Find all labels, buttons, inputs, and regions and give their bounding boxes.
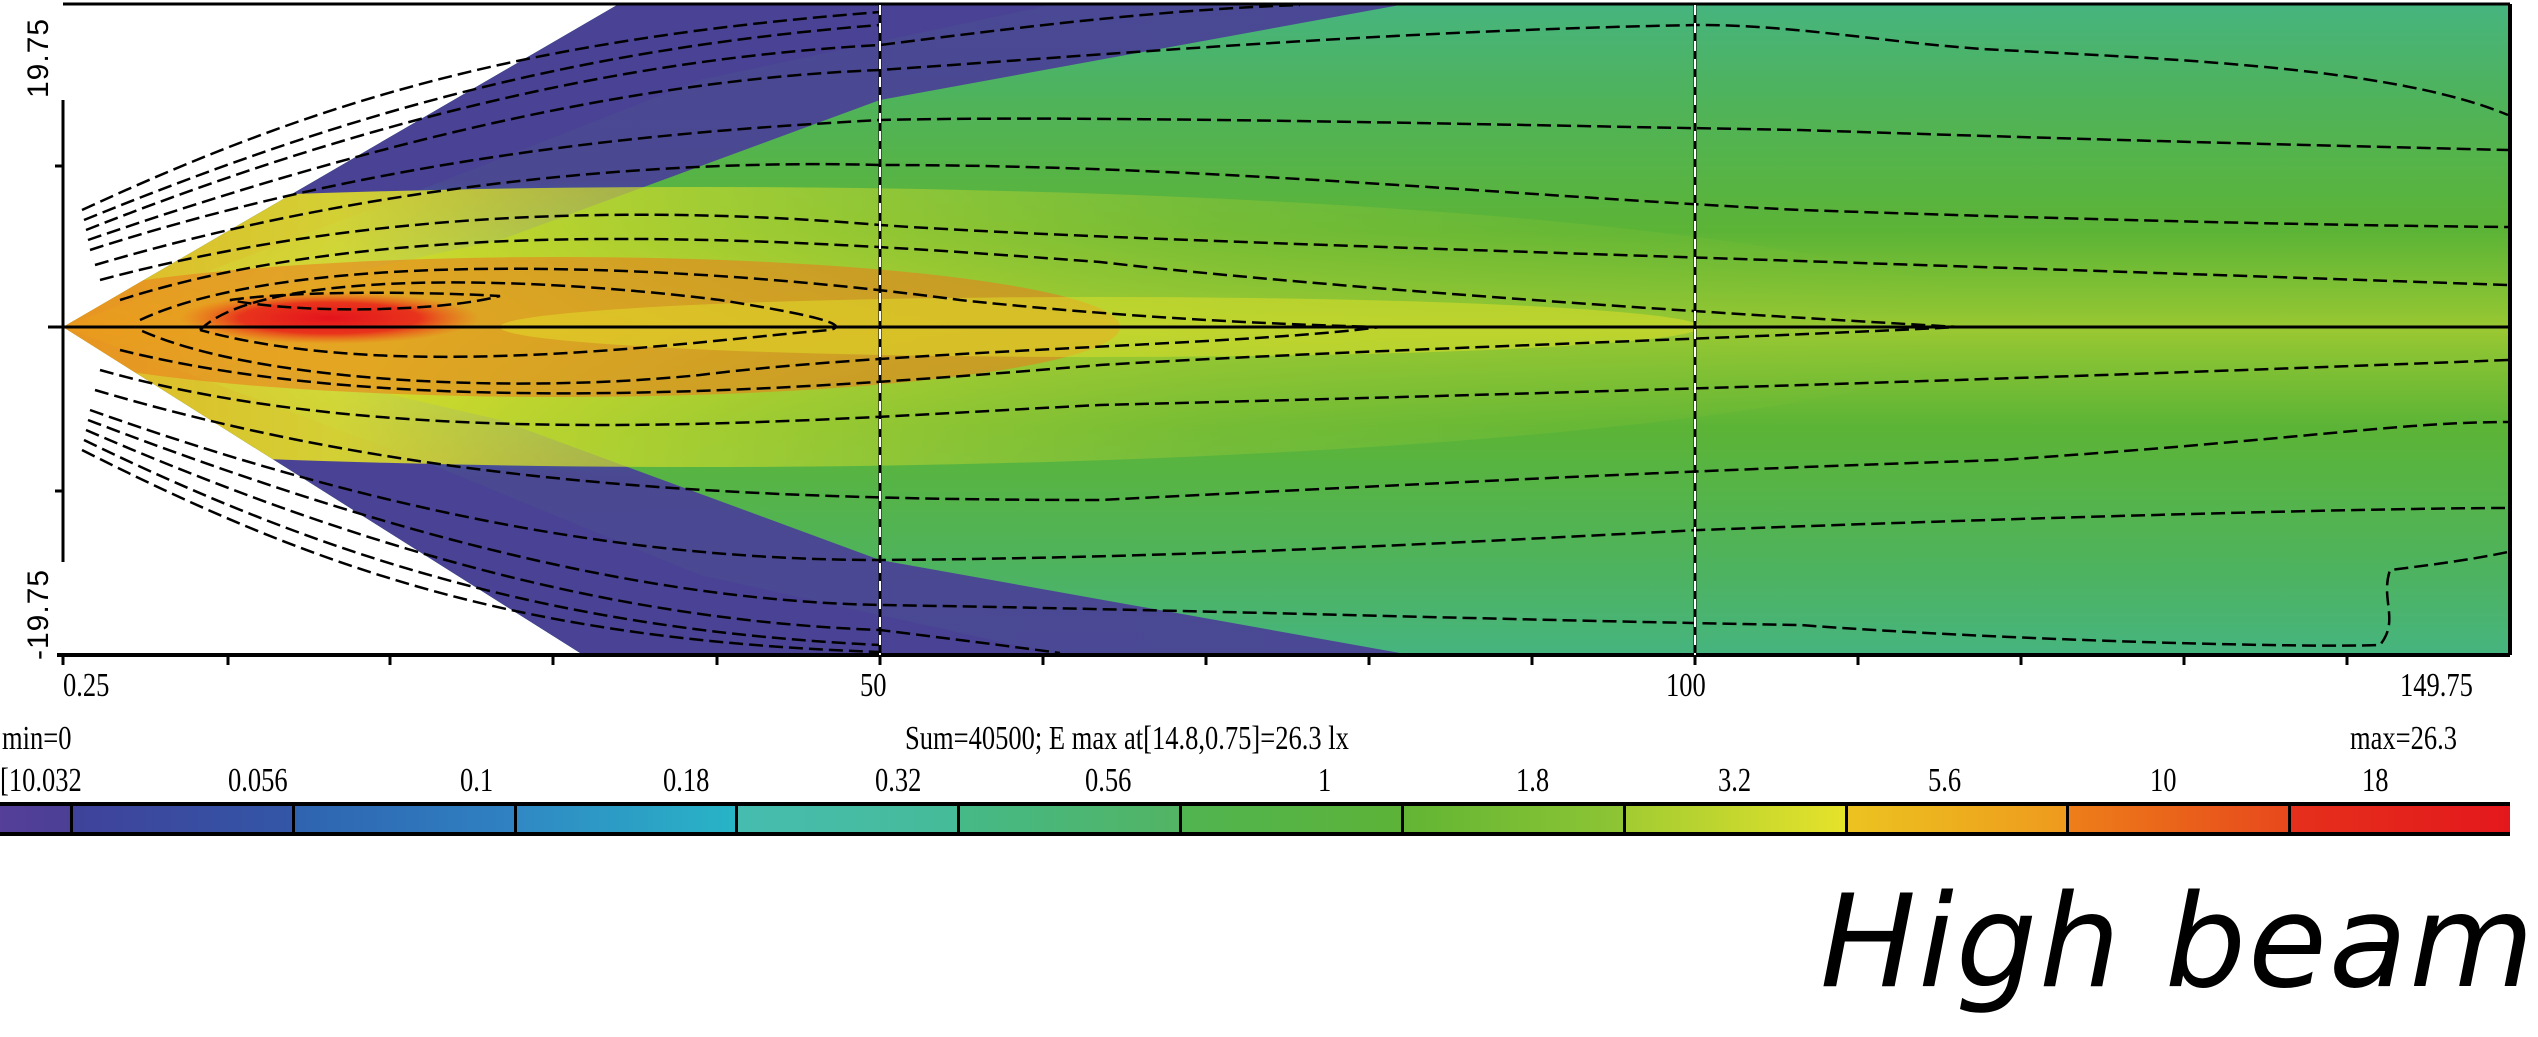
colorbar-segment (291, 806, 514, 832)
colorbar-label-9: 5.6 (1928, 762, 1962, 799)
summary-label: Sum=40500; E max at[14.8,0.75]=26.3 lx (905, 720, 1349, 757)
colorbar-segment (1179, 806, 1401, 832)
colorbar-label-1: 0.056 (228, 762, 288, 799)
colorbar-label-6: 1 (1318, 762, 1332, 799)
max-value-label: max=26.3 (2350, 720, 2458, 757)
colorbar-label-2: 0.1 (460, 762, 494, 799)
colorbar-label-3: 0.18 (663, 762, 710, 799)
min-value-label: min=0 (2, 720, 72, 757)
y-axis-max-label: 19.75 (22, 17, 55, 98)
colorbar-segment (957, 806, 1180, 832)
x-axis-label-end: 149.75 (2400, 667, 2473, 704)
colorbar-segment (0, 806, 70, 832)
x-axis-label-50: 50 (860, 667, 887, 704)
contour-lines (81, 3, 2509, 655)
colorbar-label-11: 18 (2362, 762, 2389, 799)
reference-lines (878, 5, 1697, 655)
color-scale-bar (0, 802, 2510, 836)
colorbar-segment (1844, 806, 2067, 832)
colorbar-segment (735, 806, 958, 832)
colorbar-label-8: 3.2 (1718, 762, 1752, 799)
colorbar-label-5: 0.56 (1085, 762, 1132, 799)
colorbar-segment (70, 806, 292, 832)
y-axis-min-label: -19.75 (22, 568, 55, 660)
colorbar-label-7: 1.8 (1516, 762, 1550, 799)
x-axis-label-start: 0.25 (63, 667, 110, 704)
colorbar-segment (1622, 806, 1845, 832)
colorbar-label-4: 0.32 (875, 762, 922, 799)
x-axis-ticks (61, 655, 2349, 665)
colorbar-segment (2066, 806, 2289, 832)
colorbar-segment (1400, 806, 1623, 832)
colorbar-label-0: [10.032 (0, 762, 82, 799)
colorbar-segment (2288, 806, 2510, 832)
colorbar-segment (513, 806, 736, 832)
chart-caption: High beam (1820, 868, 2536, 1017)
x-axis-label-100: 100 (1666, 667, 1706, 704)
illuminance-heatmap (48, 2, 2512, 665)
plot-frame (48, 2, 2512, 657)
colorbar-label-10: 10 (2150, 762, 2177, 799)
beam-area (63, 5, 2508, 653)
